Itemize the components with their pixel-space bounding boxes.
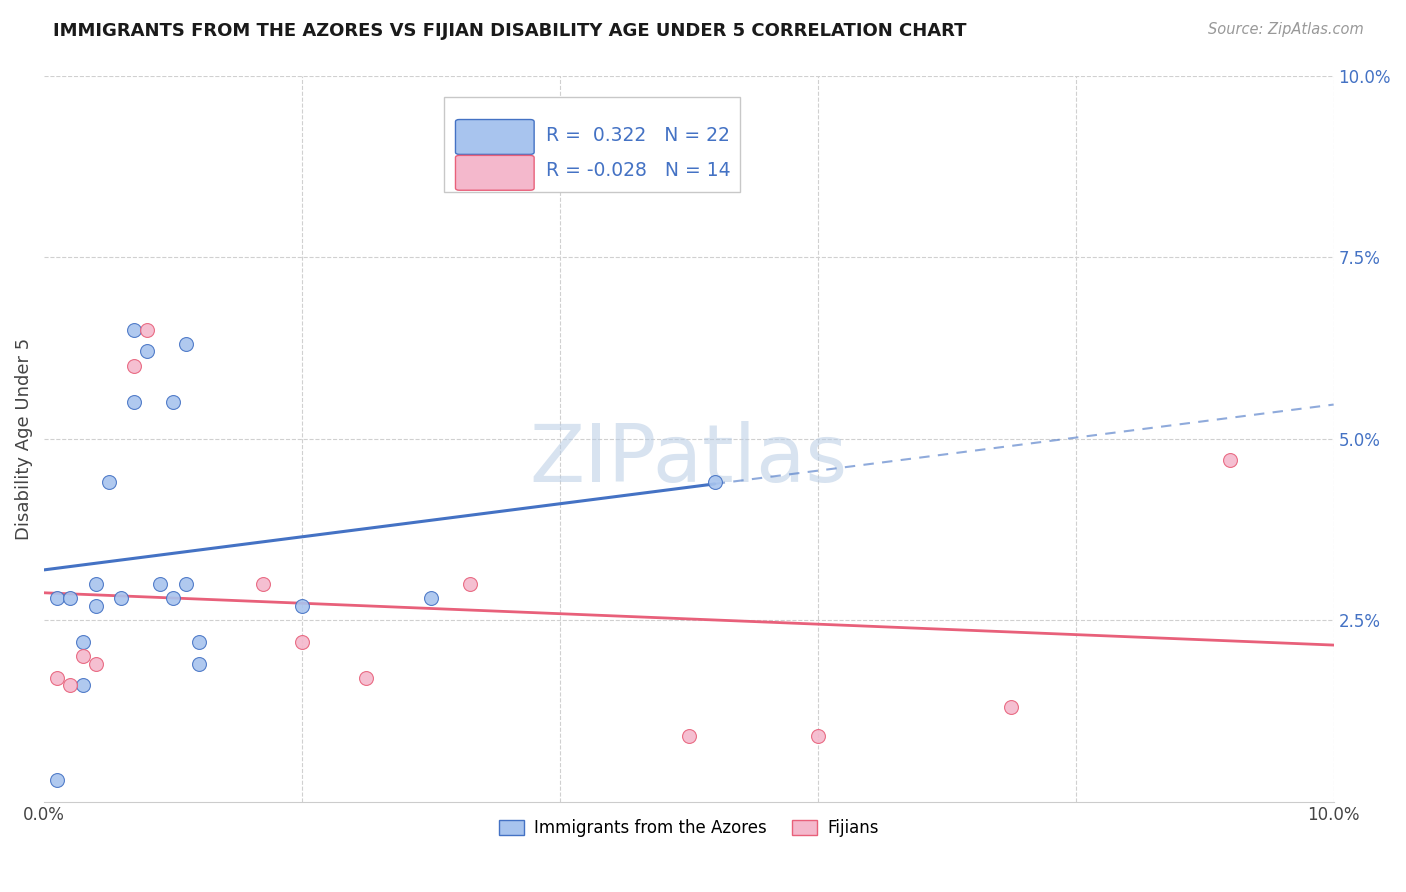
Point [187,635,209,649]
Text: ZIPatlas: ZIPatlas [530,421,848,500]
Text: R =  0.322   N = 22: R = 0.322 N = 22 [546,126,730,145]
FancyBboxPatch shape [456,155,534,190]
Point [72,649,94,664]
Point [84,599,107,613]
Point [807,729,830,743]
Point [149,576,172,591]
FancyBboxPatch shape [456,120,534,154]
Point [420,591,443,606]
Y-axis label: Disability Age Under 5: Disability Age Under 5 [15,337,32,540]
Point [174,576,197,591]
Point [291,599,314,613]
Point [46,772,69,787]
Text: Source: ZipAtlas.com: Source: ZipAtlas.com [1208,22,1364,37]
Point [110,591,132,606]
FancyBboxPatch shape [444,97,741,192]
Point [187,657,209,671]
Point [1000,700,1022,714]
Point [162,591,184,606]
Point [291,635,314,649]
Point [124,323,146,337]
Point [458,576,481,591]
Point [46,591,69,606]
Point [1219,453,1241,467]
Point [97,475,120,489]
Point [703,475,725,489]
Point [84,576,107,591]
Point [84,657,107,671]
Point [59,591,82,606]
Point [124,395,146,409]
Point [162,395,184,409]
Point [356,671,378,685]
Point [72,678,94,692]
Text: R = -0.028   N = 14: R = -0.028 N = 14 [546,161,730,180]
Point [124,359,146,373]
Text: IMMIGRANTS FROM THE AZORES VS FIJIAN DISABILITY AGE UNDER 5 CORRELATION CHART: IMMIGRANTS FROM THE AZORES VS FIJIAN DIS… [53,22,967,40]
Point [136,323,159,337]
Legend: Immigrants from the Azores, Fijians: Immigrants from the Azores, Fijians [492,813,886,844]
Point [46,671,69,685]
Point [252,576,274,591]
Point [678,729,700,743]
Point [59,678,82,692]
Point [174,337,197,351]
Point [72,635,94,649]
Point [136,344,159,359]
